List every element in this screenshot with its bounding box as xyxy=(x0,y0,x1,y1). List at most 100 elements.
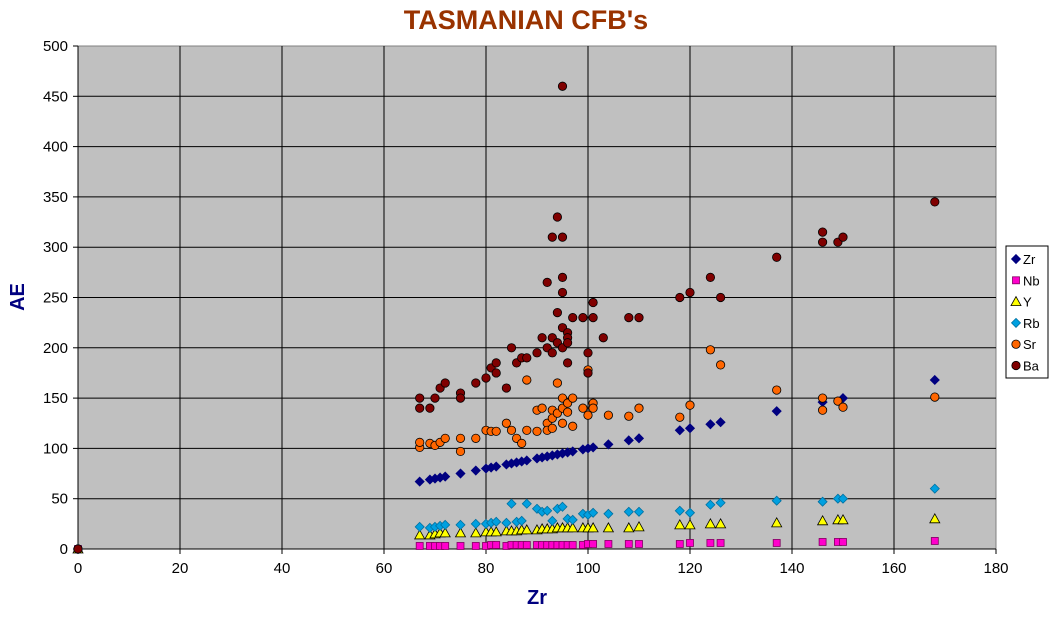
point-ba xyxy=(522,353,532,363)
point-ba xyxy=(491,358,501,368)
point-y xyxy=(837,514,849,525)
point-y xyxy=(470,527,482,538)
point-rb xyxy=(521,498,532,509)
point-rb xyxy=(567,514,578,525)
legend-marker-ba xyxy=(1011,360,1021,371)
point-zr xyxy=(521,455,532,466)
point-rb xyxy=(684,507,696,518)
point-rb xyxy=(455,519,466,530)
point-ba xyxy=(425,403,435,413)
x-tick-label: 80 xyxy=(478,560,495,577)
point-sr xyxy=(675,412,685,422)
point-y xyxy=(929,512,941,524)
point-sr xyxy=(817,405,828,415)
point-sr xyxy=(455,433,466,443)
point-sr xyxy=(833,396,843,406)
point-ba xyxy=(471,378,481,388)
legend-marker-nb xyxy=(1012,276,1020,285)
point-ba xyxy=(715,292,726,303)
point-sr xyxy=(578,403,588,413)
axis-layer: 0 20 40 60 80 100 120 140 160 180 0 50 100 150 200 250 3… xyxy=(43,38,1009,577)
y-tick-label: 300 xyxy=(43,239,68,256)
point-sr xyxy=(517,438,527,448)
point-zr xyxy=(455,468,466,479)
point-sr xyxy=(491,426,501,436)
series-sr xyxy=(73,345,940,554)
point-rb xyxy=(501,517,512,528)
y-tick-label: 450 xyxy=(43,88,68,105)
x-tick-label: 100 xyxy=(575,560,600,577)
point-ba xyxy=(583,368,593,378)
point-zr xyxy=(705,419,716,430)
point-sr xyxy=(685,400,695,410)
point-nb xyxy=(839,538,847,546)
point-sr xyxy=(440,433,450,443)
point-sr xyxy=(930,392,940,402)
point-rb xyxy=(623,506,634,517)
point-y xyxy=(771,517,783,528)
y-tick-label: 400 xyxy=(43,139,68,156)
y-tick-label: 0 xyxy=(60,541,68,558)
point-zr xyxy=(603,439,614,450)
legend-label-nb: Nb xyxy=(1023,273,1040,288)
point-sr xyxy=(715,360,726,370)
y-tick-label: 200 xyxy=(43,340,68,357)
x-tick-label: 0 xyxy=(74,560,82,577)
point-rb xyxy=(440,519,451,530)
point-sr xyxy=(624,411,634,421)
point-y xyxy=(704,518,717,529)
point-y xyxy=(623,522,635,533)
point-nb xyxy=(675,540,684,548)
x-tick-label: 160 xyxy=(881,560,906,577)
x-tick-label: 180 xyxy=(983,560,1008,577)
point-zr xyxy=(470,465,481,476)
point-ba xyxy=(705,272,716,282)
point-ba xyxy=(506,343,517,353)
point-sr xyxy=(568,421,578,431)
point-y xyxy=(587,522,599,533)
y-tick-label: 250 xyxy=(43,290,68,307)
point-ba xyxy=(415,393,425,403)
legend-label-zr: Zr xyxy=(1023,252,1036,267)
point-ba xyxy=(583,348,593,358)
point-rb xyxy=(547,515,558,526)
chart-title: TASMANIAN CFB's xyxy=(404,5,648,35)
series-nb xyxy=(74,537,939,553)
legend-marker-rb xyxy=(1010,317,1022,328)
point-nb xyxy=(522,541,531,549)
point-sr xyxy=(522,425,532,435)
x-axis-title: Zr xyxy=(527,587,547,609)
x-tick-label: 40 xyxy=(274,560,291,577)
point-nb xyxy=(624,540,633,548)
point-sr xyxy=(603,410,614,420)
point-y xyxy=(521,524,533,535)
point-ba xyxy=(817,227,828,237)
point-nb xyxy=(635,540,643,548)
point-rb xyxy=(506,498,517,509)
point-nb xyxy=(415,542,424,550)
series-ba xyxy=(73,81,940,554)
point-y xyxy=(816,515,829,526)
point-zr xyxy=(771,406,782,417)
point-nb xyxy=(471,542,480,550)
point-zr xyxy=(623,435,634,446)
y-tick-label: 350 xyxy=(43,189,68,206)
point-ba xyxy=(685,287,695,298)
point-zr xyxy=(414,476,425,487)
legend-marker-zr xyxy=(1010,253,1022,265)
x-tick-label: 120 xyxy=(677,560,702,577)
point-nb xyxy=(456,542,465,550)
point-nb xyxy=(604,540,613,548)
point-y xyxy=(674,519,686,530)
x-tick-label: 140 xyxy=(779,560,804,577)
point-y xyxy=(602,522,615,533)
point-ba xyxy=(481,373,491,383)
legend-item-ba: Ba xyxy=(1011,359,1040,374)
legend-item-y: Y xyxy=(1010,295,1032,310)
point-sr xyxy=(547,423,557,433)
point-sr xyxy=(772,385,782,395)
point-y xyxy=(633,521,645,532)
point-ba xyxy=(588,313,598,323)
